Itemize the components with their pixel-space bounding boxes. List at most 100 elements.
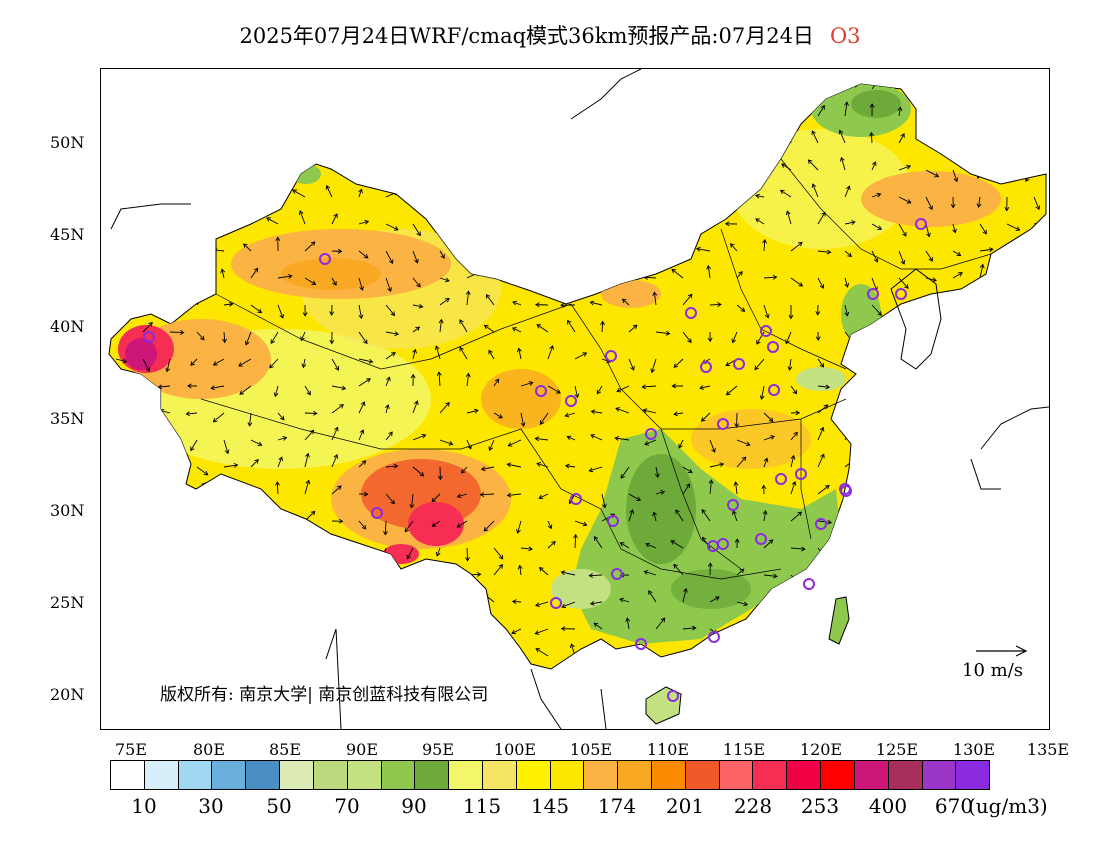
station-marker: [803, 578, 815, 590]
wind-arrow: [266, 217, 279, 225]
wind-arrow: [682, 587, 688, 603]
wind-arrow: [701, 508, 711, 522]
wind-arrow: [511, 599, 522, 605]
colorbar-label-30: 30: [198, 794, 224, 818]
wind-arrow: [331, 385, 347, 391]
wind-arrow: [358, 331, 368, 345]
wind-arrow: [787, 358, 793, 371]
wind-arrow: [358, 358, 374, 364]
wind-arrow: [277, 412, 285, 421]
wind-arrow: [670, 540, 684, 549]
colorbar-label-228: 228: [733, 794, 773, 818]
wind-arrow: [817, 404, 829, 414]
wind-arrow: [404, 520, 414, 533]
wind-arrow: [898, 250, 906, 265]
wind-arrow: [435, 547, 441, 557]
wind-arrow: [534, 628, 549, 635]
wind-arrow: [628, 324, 638, 333]
wind-arrow: [247, 412, 253, 427]
wind-arrow: [385, 277, 392, 292]
wind-arrow: [616, 385, 630, 393]
lon-label-90e: 90E: [345, 740, 379, 759]
wind-arrow: [699, 385, 711, 390]
wind-arrow: [844, 277, 850, 288]
wind-arrow: [331, 358, 339, 371]
wind-arrow: [615, 407, 630, 414]
colorbar-segment: [178, 761, 213, 789]
wind-arrow: [222, 331, 227, 344]
colorbar-segment: [482, 761, 517, 789]
wind-arrow: [574, 385, 580, 399]
wind-arrow: [644, 439, 657, 446]
wind-arrow: [589, 600, 603, 606]
wind-arrow: [512, 300, 522, 306]
wind-arrow: [459, 346, 468, 360]
wind-arrow: [331, 213, 338, 225]
wind-arrow: [304, 277, 317, 285]
wind-arrow: [298, 210, 306, 225]
wind-arrow: [678, 439, 684, 449]
wind-arrow: [844, 304, 850, 317]
wind-arrow: [736, 304, 746, 312]
wind-arrow: [979, 223, 987, 235]
wind-arrow: [593, 622, 603, 630]
wind-arrow: [511, 628, 522, 635]
wind-arrow: [950, 196, 956, 209]
station-marker: [550, 597, 562, 609]
wind-arrow: [730, 243, 738, 252]
wind-arrow: [790, 277, 804, 287]
colorbar-segment: [516, 761, 551, 789]
wind-arrow: [277, 273, 293, 279]
wind-arrow: [925, 250, 933, 262]
wind-arrow: [734, 412, 740, 428]
wind-arrow: [871, 304, 883, 316]
wind-arrow: [493, 412, 503, 419]
colorbar-segment: [415, 761, 450, 789]
station-marker: [795, 468, 807, 480]
wind-arrow: [479, 492, 495, 497]
colorbar-segment: [313, 761, 348, 789]
wind-arrow: [434, 345, 441, 360]
station-marker: [570, 493, 582, 505]
colorbar-segment: [449, 761, 483, 789]
colorbar-segment: [347, 761, 382, 789]
colorbar-label-670: 670: [934, 794, 974, 818]
wind-arrow: [736, 568, 745, 576]
wind-arrow: [536, 462, 549, 468]
wind-arrow: [952, 272, 963, 279]
wind-arrow: [493, 378, 500, 387]
wind-arrow: [762, 509, 768, 522]
wind-arrow: [190, 439, 198, 452]
wind-arrow: [439, 250, 445, 259]
wind-arrow: [763, 274, 778, 280]
wind-arrow: [304, 241, 316, 252]
wind-arrow: [700, 412, 711, 422]
wind-arrow: [817, 384, 831, 390]
wind-arrow: [277, 304, 285, 319]
wind-arrow: [534, 436, 549, 442]
wind-arrow: [412, 400, 419, 414]
wind-arrow: [538, 566, 549, 576]
wind-arrow: [817, 104, 825, 117]
colorbar-label-70: 70: [334, 794, 360, 818]
wind-arrow: [788, 304, 794, 320]
lon-label-100e: 100E: [493, 740, 537, 759]
wind-arrow: [516, 347, 522, 360]
lon-label-80e: 80E: [192, 740, 226, 759]
wind-arrow: [869, 103, 875, 117]
copyright-text: 版权所有: 南京大学| 南京创蓝科技有限公司: [160, 685, 489, 705]
station-marker: [755, 533, 767, 545]
lon-label-125e: 125E: [875, 740, 919, 759]
station-marker: [768, 384, 780, 396]
wind-arrow: [358, 491, 369, 497]
wind-arrow: [115, 358, 128, 364]
lon-label-135e: 135E: [1026, 740, 1070, 759]
wind-arrow: [709, 462, 725, 468]
colorbar-label-174: 174: [597, 794, 637, 818]
wind-arrow: [898, 133, 905, 144]
colorbar-segment: [618, 761, 652, 789]
wind-arrow: [979, 247, 994, 253]
wind-arrow: [331, 277, 337, 286]
station-marker: [535, 385, 547, 397]
wind-arrow: [301, 358, 307, 369]
